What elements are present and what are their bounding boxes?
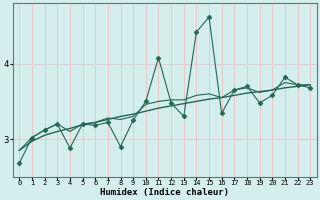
X-axis label: Humidex (Indice chaleur): Humidex (Indice chaleur) [100, 188, 229, 197]
